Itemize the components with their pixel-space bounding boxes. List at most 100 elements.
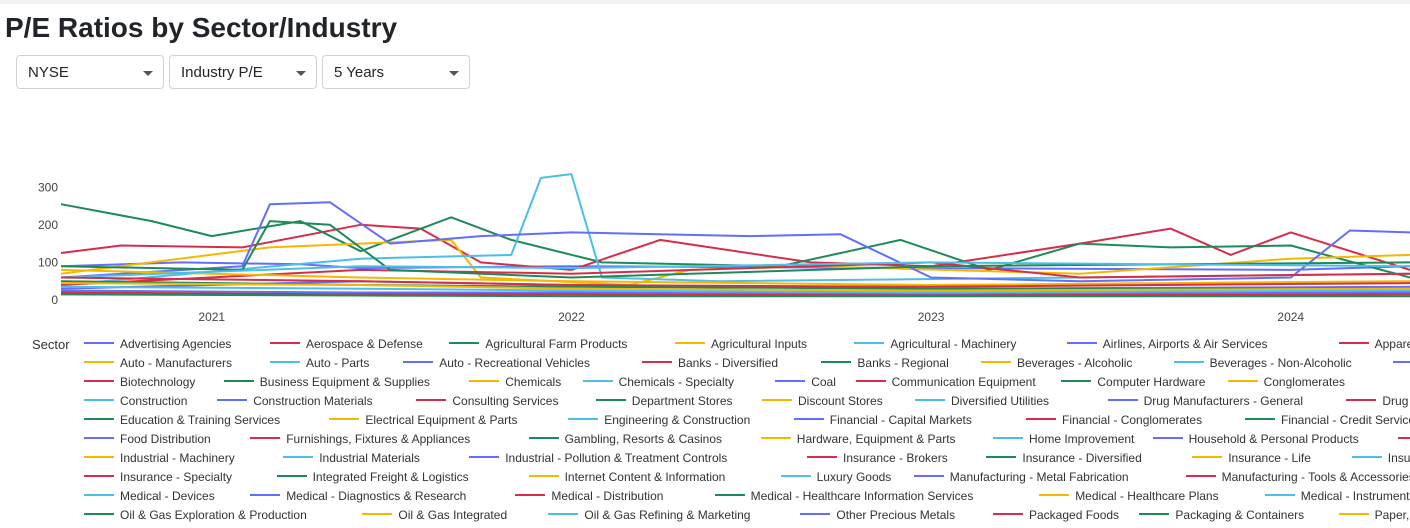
legend-item[interactable]: Insurance - Diversified [986, 451, 1142, 467]
legend-item[interactable]: Beverages - Wineries & Distilleries [1392, 356, 1410, 372]
legend-swatch [1398, 436, 1410, 439]
legend-item[interactable]: Insurance - Brokers [807, 451, 948, 467]
legend-swatch [250, 436, 281, 439]
legend-swatch [1264, 493, 1295, 496]
legend-item[interactable]: Home Improvement [993, 432, 1134, 448]
legend-item[interactable]: Medical - Healthcare Plans [1039, 489, 1219, 505]
legend-item[interactable]: Education & Training Services [84, 413, 280, 429]
legend-item[interactable]: Auto - Parts [270, 356, 369, 372]
legend-item[interactable]: Furnishings, Fixtures & Appliances [250, 432, 470, 448]
legend-swatch [449, 341, 480, 344]
legend-label: Conglomerates [1263, 375, 1345, 389]
legend-item[interactable]: Financial - Capital Markets [793, 413, 972, 429]
legend-item[interactable]: Construction Materials [217, 394, 373, 410]
legend-item[interactable]: Hardware, Equipment & Parts [760, 432, 956, 448]
legend-swatch [793, 417, 824, 420]
legend-item[interactable]: Auto - Recreational Vehicles [403, 356, 590, 372]
legend-item[interactable]: Manufacturing - Tools & Accessories [1185, 470, 1410, 486]
legend-item[interactable]: Insurance - Property & Casualty [1351, 451, 1410, 467]
legend-item[interactable]: Conglomerates [1227, 375, 1345, 391]
legend-item[interactable]: Packaging & Containers [1139, 508, 1304, 524]
legend-item[interactable]: Beverages - Non-Alcoholic [1173, 356, 1352, 372]
series-line [60, 261, 1410, 279]
legend-swatch [270, 360, 300, 363]
legend-swatch [913, 474, 944, 477]
legend-item[interactable]: Electrical Equipment & Parts [329, 413, 517, 429]
legend-item[interactable]: Drug Manufacturers - General [1107, 394, 1303, 410]
pe-line-chart[interactable]: 0 100 200 300 2021 2022 2023 2024 [0, 168, 1410, 328]
metric-dropdown[interactable]: Industry P/E [169, 55, 317, 89]
legend-label: Medical - Healthcare Plans [1075, 489, 1219, 503]
legend-item[interactable]: Communication Equipment [855, 375, 1036, 391]
legend-item[interactable]: Oil & Gas Exploration & Production [84, 508, 307, 524]
legend-item[interactable]: Luxury Goods [780, 470, 891, 486]
legend-item[interactable]: Manufacturing - Metal Fabrication [913, 470, 1129, 486]
legend-label: Communication Equipment [891, 375, 1036, 389]
legend-swatch [762, 398, 792, 401]
legend-item[interactable]: Computer Hardware [1061, 375, 1205, 391]
series-line [60, 201, 1410, 283]
legend-item[interactable]: Department Stores [595, 394, 733, 410]
legend-item[interactable]: Insurance - Specialty [84, 470, 232, 486]
legend-item[interactable]: Consulting Services [416, 394, 558, 410]
legend-item[interactable]: Integrated Freight & Logistics [276, 470, 469, 486]
legend-swatch [775, 379, 806, 382]
legend-item[interactable]: Aerospace & Defense [270, 337, 423, 353]
legend-swatch [1039, 493, 1070, 496]
legend-item[interactable]: Household & Personal Products [1152, 432, 1359, 448]
legend-item[interactable]: Diversified Utilities [915, 394, 1049, 410]
legend-item[interactable]: Other Precious Metals [800, 508, 955, 524]
legend-item[interactable]: Insurance - Life [1192, 451, 1311, 467]
period-dropdown[interactable]: 5 Years [322, 55, 470, 89]
legend-item[interactable]: Airlines, Airports & Air Services [1066, 337, 1268, 353]
series-line [60, 289, 1410, 296]
legend-item[interactable]: Apparel - Footwear & Accessories [1338, 337, 1410, 353]
legend-item[interactable]: Industrial - Pollution & Treatment Contr… [469, 451, 727, 467]
legend-item[interactable]: Agricultural Farm Products [449, 337, 627, 353]
legend-item[interactable]: Advertising Agencies [84, 337, 231, 353]
legend-item[interactable]: Industrial Materials [283, 451, 420, 467]
legend-item[interactable]: Oil & Gas Refining & Marketing [548, 508, 750, 524]
legend-item[interactable]: Independent Power Producers [1398, 432, 1410, 448]
legend-item[interactable]: Medical - Devices [84, 489, 215, 505]
legend-swatch [84, 360, 114, 363]
legend-swatch [986, 455, 1017, 458]
legend-item[interactable]: Banks - Regional [821, 356, 949, 372]
legend-item[interactable]: Coal [775, 375, 836, 391]
legend-item[interactable]: Chemicals - Specialty [582, 375, 734, 391]
legend-item[interactable]: Medical - Diagnostics & Research [250, 489, 466, 505]
legend-swatch [915, 398, 945, 401]
legend-item[interactable]: Auto - Manufacturers [84, 356, 232, 372]
legend-item[interactable]: Beverages - Alcoholic [981, 356, 1132, 372]
legend-item[interactable]: Agricultural Inputs [675, 337, 807, 353]
legend-swatch [993, 512, 1023, 515]
legend-item[interactable]: Industrial - Machinery [84, 451, 235, 467]
legend-item[interactable]: Medical - Healthcare Information Service… [714, 489, 973, 505]
legend-item[interactable]: Agricultural - Machinery [854, 337, 1016, 353]
legend-label: Drug Manufacturers - General [1143, 394, 1303, 408]
legend-item[interactable]: Financial - Conglomerates [1026, 413, 1202, 429]
legend-item[interactable]: Engineering & Construction [568, 413, 750, 429]
legend-item[interactable]: Internet Content & Information [528, 470, 725, 486]
legend-label: Oil & Gas Integrated [398, 508, 508, 522]
legend-item[interactable]: Banks - Diversified [642, 356, 778, 372]
exchange-dropdown[interactable]: NYSE [16, 55, 164, 89]
legend-item[interactable]: Oil & Gas Integrated [362, 508, 507, 524]
legend-item[interactable]: Discount Stores [762, 394, 883, 410]
legend-item[interactable]: Business Equipment & Supplies [223, 375, 430, 391]
legend-item[interactable]: Chemicals [469, 375, 561, 391]
legend-item[interactable]: Food Distribution [84, 432, 211, 448]
legend-label: Industrial Materials [319, 451, 420, 465]
legend-label: Medical - Distribution [551, 489, 664, 503]
legend-item[interactable]: Financial - Credit Services [1245, 413, 1410, 429]
legend-item[interactable]: Paper, Lumber & Forest Products [1338, 508, 1410, 524]
legend-item[interactable]: Packaged Foods [993, 508, 1119, 524]
legend-item[interactable]: Medical - Instruments & Supplies [1264, 489, 1410, 505]
legend-label: Manufacturing - Metal Fabrication [949, 470, 1129, 484]
legend-item[interactable]: Gambling, Resorts & Casinos [528, 432, 722, 448]
legend-item[interactable]: Medical - Distribution [515, 489, 663, 505]
legend-item[interactable]: Drug Manufacturers - Specialty & Generic [1346, 394, 1410, 410]
legend-label: Agricultural - Machinery [890, 337, 1017, 351]
legend-item[interactable]: Biotechnology [84, 375, 195, 391]
legend-item[interactable]: Construction [84, 394, 187, 410]
